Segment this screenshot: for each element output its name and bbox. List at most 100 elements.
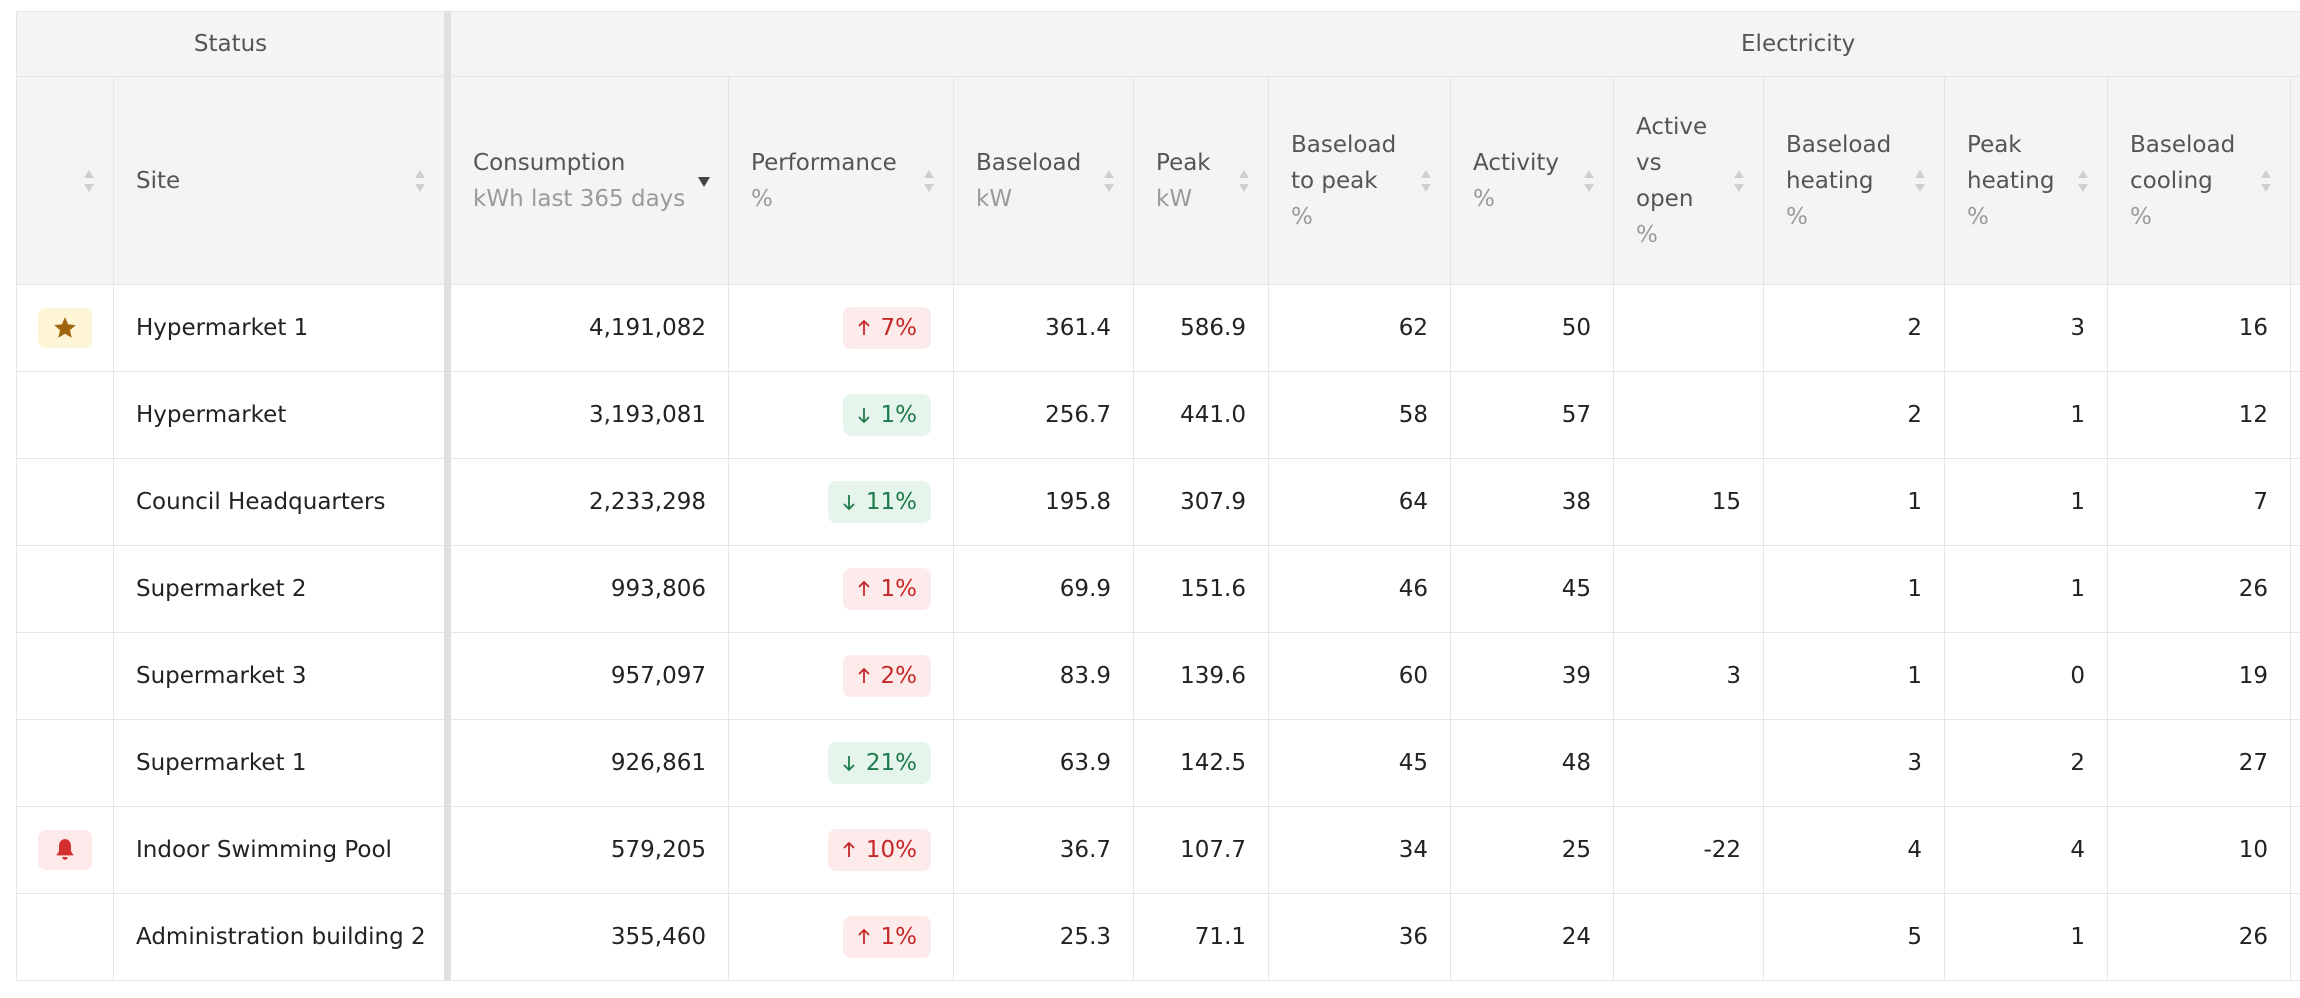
column-header[interactable]: Baseload to peak%: [1268, 76, 1452, 285]
value-cell: 50: [1450, 284, 1615, 372]
trend-arrow-shape: [857, 408, 870, 424]
column-header[interactable]: Peak heating%: [1944, 76, 2109, 285]
value-cell: 3: [1763, 719, 1946, 807]
flag-cell: [16, 545, 114, 633]
column-header[interactable]: Baseload cooling%: [2107, 76, 2292, 285]
sort-button[interactable]: [696, 164, 712, 198]
sites-table: Status Electricity Site Consumption kWh la…: [16, 11, 2300, 981]
sort-button[interactable]: [2258, 164, 2274, 198]
sort-arrow-down: [84, 183, 94, 192]
value-cell: 38: [1450, 458, 1615, 546]
performance-value: 7%: [880, 315, 918, 341]
value-cell: 34: [1268, 806, 1452, 894]
value-cell: 256.7: [953, 371, 1135, 459]
column-unit: %: [1291, 203, 1313, 230]
sort-button[interactable]: [1581, 164, 1597, 198]
value-cell: 2: [1763, 371, 1946, 459]
value-cell: 926,861: [447, 719, 730, 807]
sort-button[interactable]: [81, 164, 97, 198]
sort-arrow-up: [1239, 169, 1250, 178]
cell-value: 63.9: [1059, 750, 1112, 776]
sort-button[interactable]: [2075, 164, 2091, 198]
sort-arrow-down: [1734, 183, 1745, 192]
value-cell: 441.0: [1133, 371, 1270, 459]
cell-value: 355,460: [610, 924, 707, 950]
sort-button[interactable]: [1101, 164, 1117, 198]
site-name: Administration building 2: [136, 924, 426, 950]
performance-badge: 21%: [827, 742, 932, 784]
cell-value: 926,861: [610, 750, 707, 776]
value-cell: 7: [2107, 458, 2292, 546]
table-row[interactable]: Supermarket 1 926,861 21% 63.9 142.5 45 48 3 2 27: [16, 719, 2300, 807]
column-header[interactable]: Baseload heating%: [1763, 76, 1946, 285]
column-header[interactable]: Consumption kWh last 365 days: [447, 76, 730, 285]
table-row[interactable]: Council Headquarters 2,233,298 11% 195.8 307…: [16, 458, 2300, 546]
value-cell: 142.5: [1133, 719, 1270, 807]
cell-value: 64: [1398, 489, 1429, 515]
value-cell: 60: [1268, 632, 1452, 720]
trend-arrow-shape: [843, 756, 855, 772]
column-header[interactable]: Performance%: [728, 76, 955, 285]
cell-value: 3: [1907, 750, 1923, 776]
sort-button[interactable]: [1731, 164, 1747, 198]
value-cell: 4,191,082: [447, 284, 730, 372]
table-row[interactable]: Hypermarket 3,193,081 1% 256.7 441.0 58 57 2 1 12: [16, 371, 2300, 459]
cell-value: 57: [1561, 402, 1592, 428]
trend-arrow-shape: [843, 495, 855, 511]
table-row[interactable]: Administration building 2 355,460 1% 25.3 71…: [16, 893, 2300, 981]
flag-header[interactable]: [16, 76, 114, 285]
value-cell: [1613, 371, 1765, 459]
value-cell: 24: [1450, 893, 1615, 981]
cell-value: 36: [1398, 924, 1429, 950]
value-cell: [1613, 284, 1765, 372]
cell-value: 45: [1398, 750, 1429, 776]
site-cell: Administration building 2: [112, 893, 452, 981]
column-header[interactable]: Active vs open%: [1613, 76, 1765, 285]
sort-button[interactable]: [1236, 164, 1252, 198]
column-header[interactable]: Peak kW: [1133, 76, 1270, 285]
column-header[interactable]: Site: [112, 76, 452, 285]
table-viewport: Status Electricity Site Consumption kWh la…: [16, 11, 2300, 998]
value-cell: 71.1: [1133, 893, 1270, 981]
cell-value: 256.7: [1045, 402, 1112, 428]
sort-arrow-down: [1104, 183, 1115, 192]
column-name: Baseload heating: [1786, 131, 1892, 194]
value-cell: 69.9: [953, 545, 1135, 633]
value-cell: 7%: [728, 284, 955, 372]
value-cell: 1%: [728, 893, 955, 981]
cell-value: 957,097: [610, 663, 707, 689]
value-cell: [2290, 458, 2300, 546]
sort-button[interactable]: [1912, 164, 1928, 198]
value-cell: 45: [1268, 719, 1452, 807]
cell-value: 7: [2253, 489, 2269, 515]
value-cell: 10%: [728, 806, 955, 894]
cell-value: 2: [2070, 750, 2086, 776]
bell-icon-shape: [56, 839, 74, 860]
cell-value: 50: [1561, 315, 1592, 341]
cell-value: 34: [1398, 837, 1429, 863]
table-row[interactable]: Supermarket 3 957,097 2% 83.9 139.6 60 39 3 1 0 19: [16, 632, 2300, 720]
cell-value: 586.9: [1180, 315, 1247, 341]
performance-value: 21%: [865, 750, 918, 776]
cell-value: 0: [2070, 663, 2086, 689]
table-row[interactable]: Supermarket 2 993,806 1% 69.9 151.6 46 45 1 1 26: [16, 545, 2300, 633]
column-name: Baseload cooling: [2130, 131, 2236, 194]
sort-arrow-up: [1104, 169, 1115, 178]
column-header[interactable]: Activity%: [1450, 76, 1615, 285]
group-header: Status: [16, 11, 452, 77]
sort-button[interactable]: [412, 164, 428, 198]
cell-value: 83.9: [1059, 663, 1112, 689]
cell-value: 4: [2070, 837, 2086, 863]
table-row[interactable]: Hypermarket 1 4,191,082 7% 361.4 586.9 62 50 2 3…: [16, 284, 2300, 372]
sort-button[interactable]: [1418, 164, 1434, 198]
table-row[interactable]: Indoor Swimming Pool 579,205 10% 36.7 107.7 3…: [16, 806, 2300, 894]
value-cell: 2: [1763, 284, 1946, 372]
column-header[interactable]: Baseload kW: [953, 76, 1135, 285]
cell-value: 12: [2238, 402, 2269, 428]
sort-button[interactable]: [921, 164, 937, 198]
trend-arrow: [843, 495, 855, 511]
value-cell: -22: [1613, 806, 1765, 894]
site-name: Council Headquarters: [136, 489, 386, 515]
value-cell: 4: [1944, 806, 2109, 894]
star-icon: [54, 317, 76, 338]
